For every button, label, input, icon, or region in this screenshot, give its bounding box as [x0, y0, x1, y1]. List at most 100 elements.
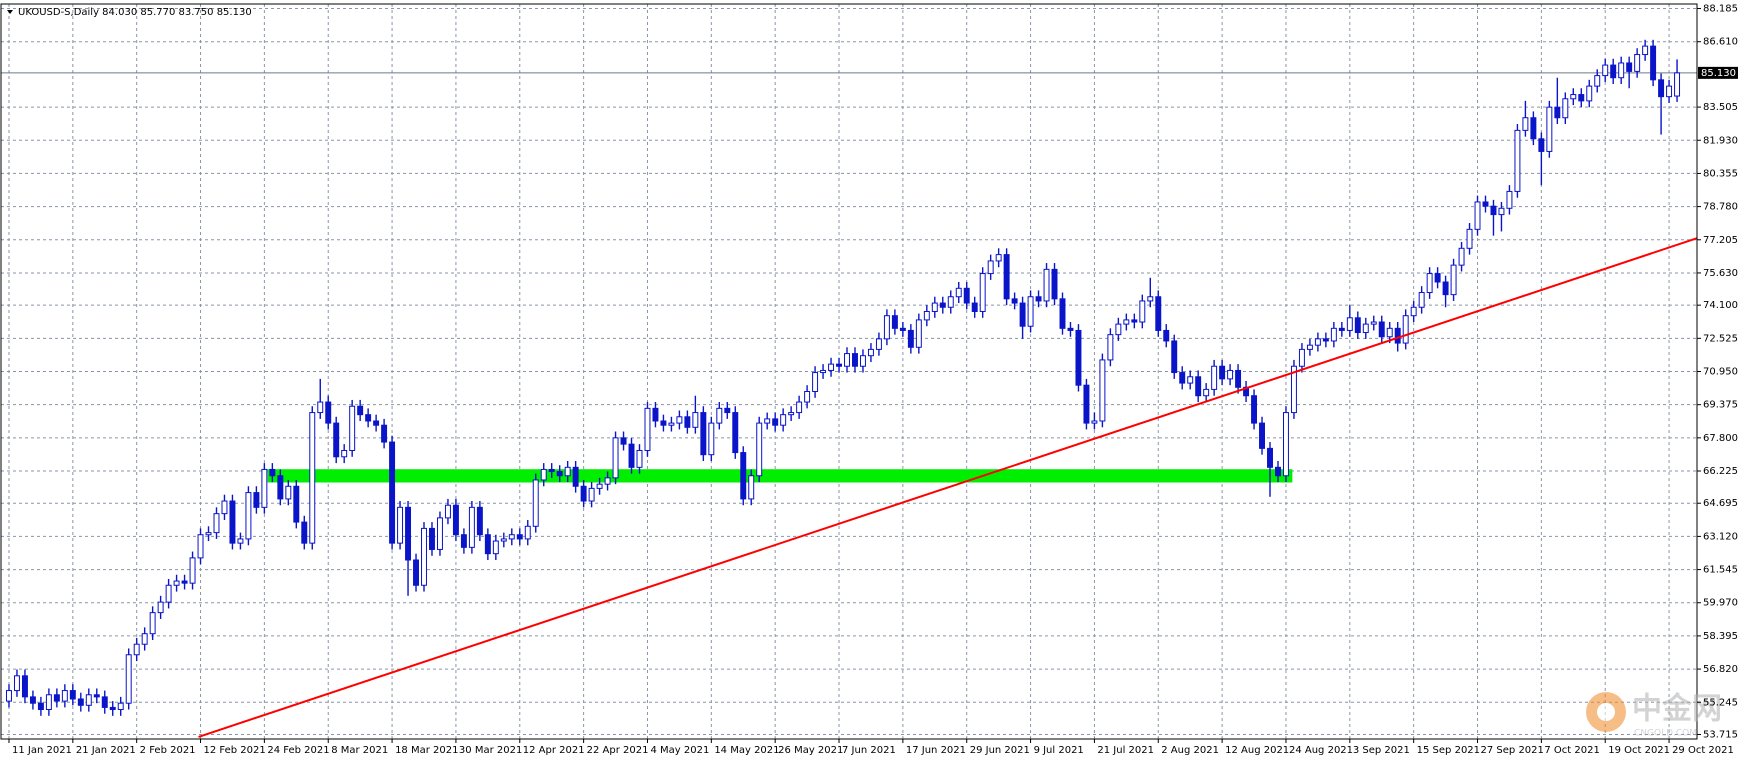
y-tick-label: 58.395: [1703, 631, 1738, 642]
candle-body-up: [1306, 344, 1313, 350]
candle-body-up: [1346, 317, 1353, 331]
candle-body-up: [149, 612, 156, 635]
candle-body-up: [245, 492, 252, 540]
candle-body-down: [891, 315, 898, 329]
y-tick-label: 75.630: [1703, 268, 1738, 279]
candle-body-down: [476, 506, 483, 536]
candle-body-down: [652, 407, 659, 422]
chart-header: UKOUSD-S,Daily 84.030 85.770 83.750 85.1…: [18, 7, 252, 18]
candle-body-up: [173, 580, 180, 586]
candle-body-down: [77, 698, 84, 706]
candle-body-up: [804, 391, 811, 403]
candle-body-down: [740, 452, 747, 500]
candle-body-up: [349, 405, 356, 451]
candle-body-down: [1658, 79, 1665, 98]
candle-body-up: [644, 407, 651, 451]
candle-body-down: [1019, 302, 1026, 327]
candle-body-down: [21, 675, 28, 698]
candle-body-down: [971, 302, 978, 312]
candle-body-down: [628, 443, 635, 468]
x-tick-label: 17 Jun 2021: [906, 745, 966, 756]
candle-body-up: [1594, 75, 1601, 87]
candle-body-down: [1378, 321, 1385, 338]
candle-body-up: [221, 500, 228, 515]
candle-body-up: [987, 260, 994, 275]
candle-body-up: [1458, 247, 1465, 266]
x-tick-label: 19 Oct 2021: [1608, 745, 1670, 756]
candle-body-down: [93, 694, 100, 698]
candle-body-down: [852, 353, 858, 367]
candle-body-up: [995, 254, 1002, 262]
candle-body-down: [29, 696, 36, 704]
candle-body-down: [181, 580, 188, 584]
candle-body-down: [1251, 395, 1258, 424]
x-tick-label: 7 Oct 2021: [1544, 745, 1599, 756]
candle-body-up: [636, 449, 643, 468]
candle-body-up: [1147, 296, 1154, 302]
candle-body-down: [1235, 369, 1242, 388]
candle-body-up: [1466, 228, 1473, 249]
candle-body-up: [1410, 306, 1417, 317]
candle-body-down: [381, 424, 388, 443]
x-tick-label: 12 Apr 2021: [523, 745, 585, 756]
y-tick-label: 78.780: [1703, 202, 1738, 213]
overlay: [1, 72, 1697, 483]
candle-body-up: [1107, 334, 1114, 361]
candle-body-down: [452, 504, 459, 536]
candle-body-down: [1155, 296, 1162, 331]
x-tick-label: 24 Aug 2021: [1289, 745, 1353, 756]
x-tick-label: 11 Jan 2021: [12, 745, 72, 756]
candle-body-up: [1314, 338, 1321, 346]
candle-body-up: [85, 694, 92, 706]
candle-body-down: [1338, 327, 1345, 331]
candle-body-up: [1187, 376, 1194, 384]
candle-body-down: [1267, 447, 1273, 468]
x-tick-label: 2 Feb 2021: [140, 745, 196, 756]
candle-body-up: [1227, 369, 1234, 380]
candle-body-up: [532, 479, 539, 527]
grid: [1, 4, 1697, 739]
candle-body-up: [261, 468, 268, 508]
candle-body-up: [820, 369, 827, 374]
y-tick-label: 74.100: [1703, 300, 1738, 311]
candle-body-up: [1514, 129, 1521, 192]
candle-body-up: [1362, 323, 1369, 334]
x-tick-label: 26 May 2021: [778, 745, 843, 756]
candle-body-down: [325, 401, 332, 424]
watermark: 中金网 CNGOLD.COM: [1586, 692, 1722, 739]
x-tick-label: 15 Sep 2021: [1417, 745, 1480, 756]
candle-body-down: [899, 327, 906, 331]
candle-body-down: [1442, 281, 1449, 296]
x-tick-label: 21 Jul 2021: [1097, 745, 1154, 756]
candle-body-up: [812, 372, 819, 393]
candle-body-down: [1554, 106, 1561, 119]
candle-body-down: [301, 521, 308, 544]
candle-body-down: [1650, 45, 1657, 81]
candle-body-up: [397, 506, 404, 544]
candle-body-up: [676, 416, 683, 424]
candle-body-up: [309, 412, 316, 544]
candle-body-up: [780, 414, 787, 426]
candle-body-down: [1275, 466, 1281, 477]
x-tick-label: 22 Apr 2021: [587, 745, 649, 756]
candle-body-up: [923, 310, 930, 321]
x-tick-label: 12 Aug 2021: [1225, 745, 1289, 756]
candle-body-up: [1450, 264, 1457, 296]
candle-body-down: [373, 420, 380, 426]
candle-body-up: [213, 513, 220, 534]
y-tick-label: 81.930: [1703, 135, 1738, 146]
candle-body-up: [317, 401, 324, 414]
candle-body-up: [692, 412, 699, 428]
candle-body-down: [1131, 319, 1138, 323]
candle-body-up: [1586, 85, 1593, 102]
candle-body-up: [1027, 296, 1034, 327]
candle-body-down: [269, 468, 276, 477]
candle-body-up: [1674, 72, 1681, 97]
candle-body-down: [229, 500, 236, 544]
candle-body-down: [1394, 327, 1401, 344]
x-tick-label: 2 Aug 2021: [1161, 745, 1219, 756]
candle-body-up: [1091, 420, 1098, 424]
